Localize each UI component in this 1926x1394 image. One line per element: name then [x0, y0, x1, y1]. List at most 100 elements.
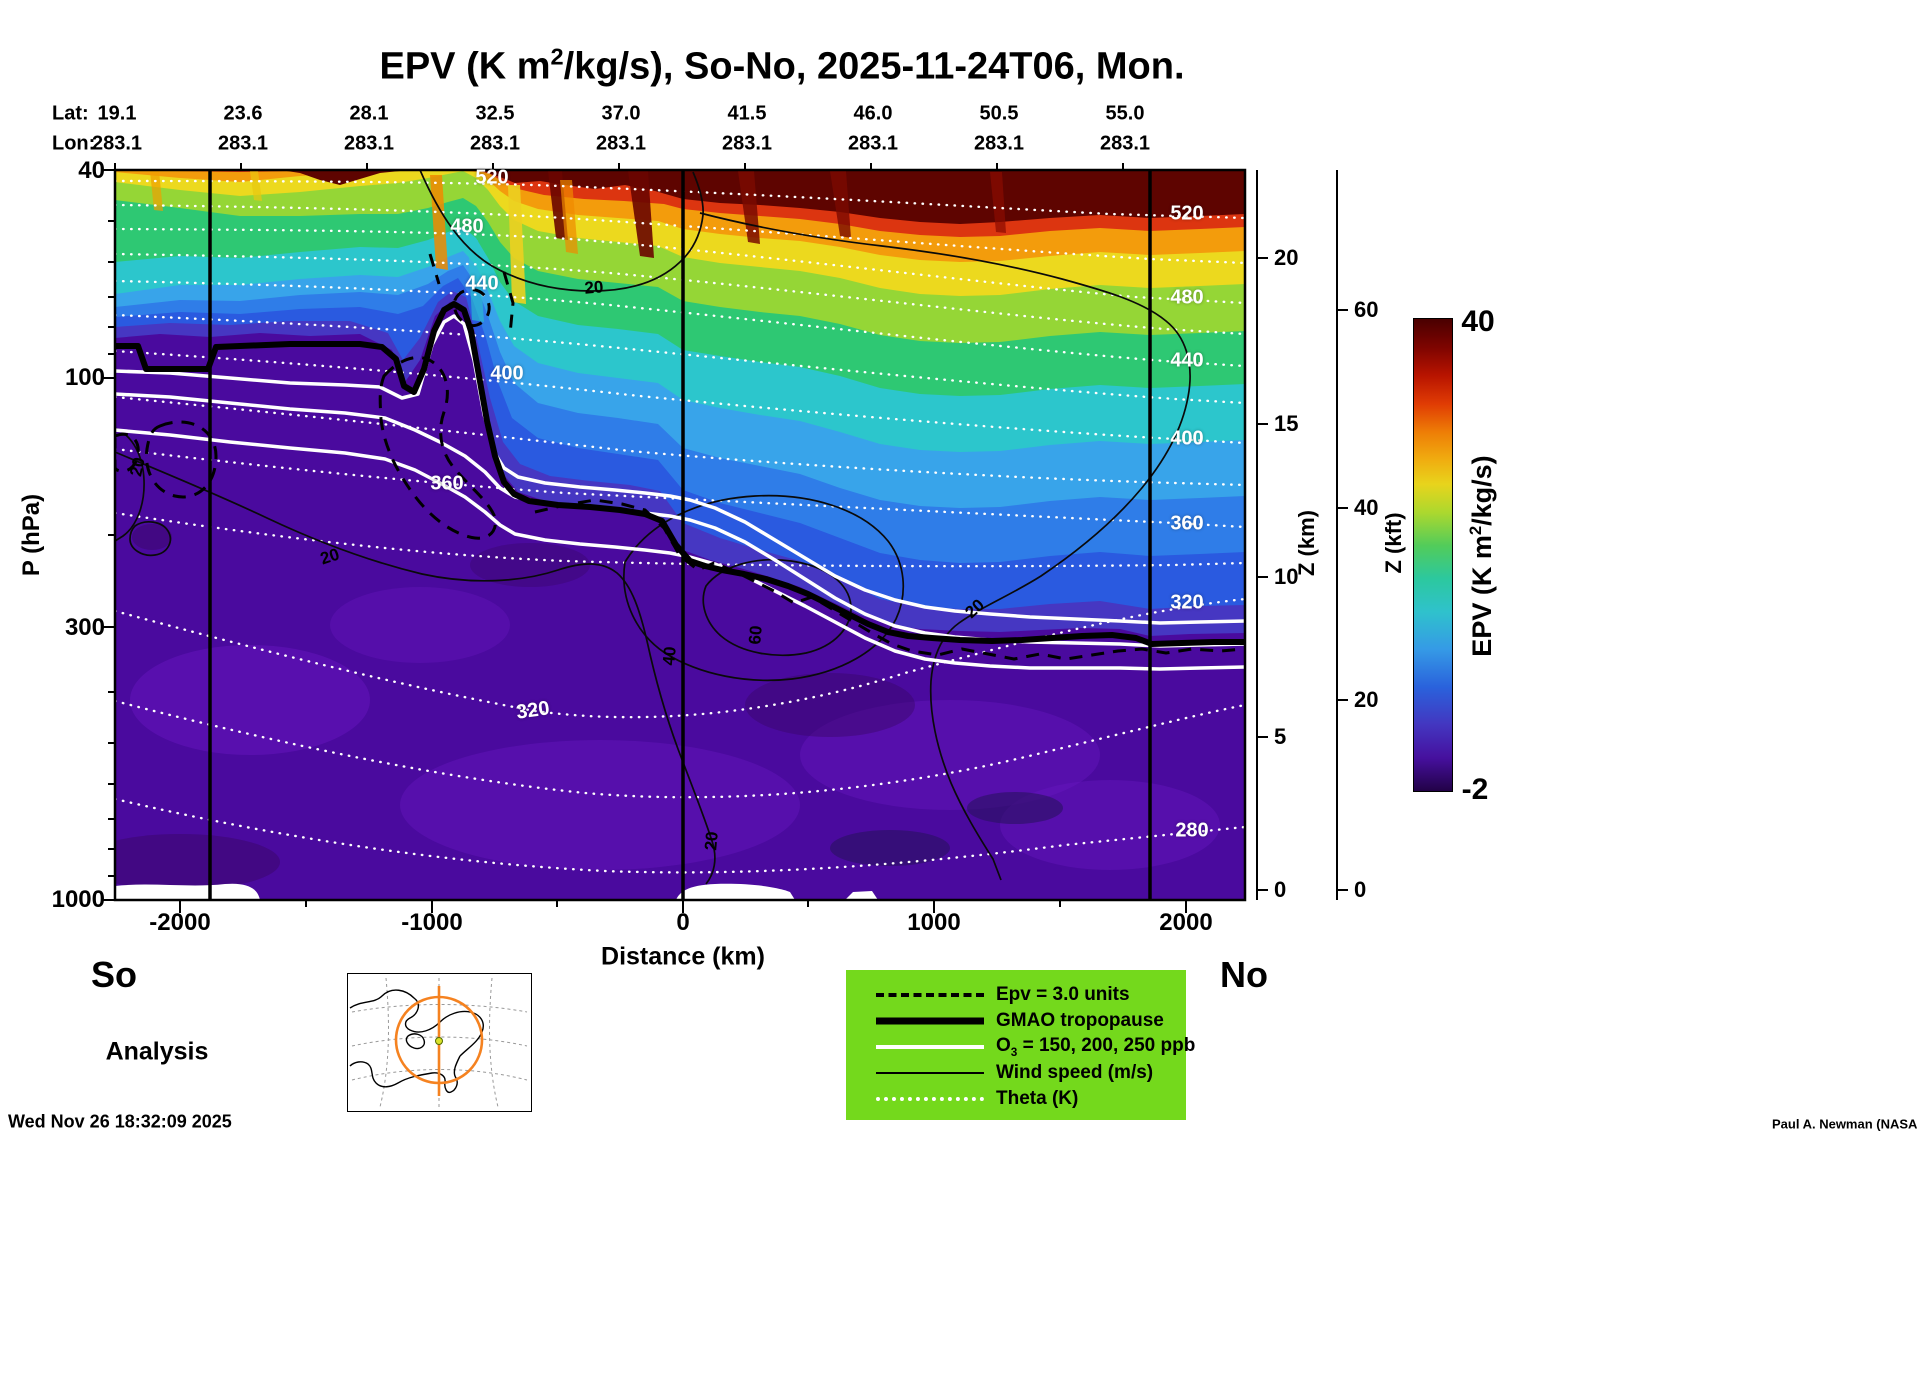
z-kft-axis-label: Z (kft) — [1381, 512, 1406, 574]
thick-line-sample — [876, 1017, 984, 1025]
endpoint-south-label: So — [90, 954, 138, 995]
creation-timestamp: Wed Nov 26 18:32:09 2025 — [8, 1111, 232, 1132]
z-km-tick-10: 10 — [1274, 564, 1299, 589]
colorbar-label-sup: 2 — [1466, 525, 1485, 536]
lon-value-4: 283.1 — [595, 132, 647, 155]
pressure-axis-label: P (hPa) — [18, 493, 45, 577]
z-kft-axis — [1336, 170, 1348, 900]
epv-fill-bands — [115, 170, 1245, 900]
lon-value-7: 283.1 — [973, 132, 1025, 155]
band-maroon — [115, 170, 1245, 224]
z-km-axis — [1256, 170, 1268, 900]
lat-value-8: 55.0 — [1105, 102, 1145, 125]
pressure-tick-300: 300 — [64, 614, 105, 641]
plot-title: EPV (K m2/kg/s), So-No, 2025-11-24T06, M… — [379, 44, 1184, 89]
z-kft-tick-60: 60 — [1354, 297, 1379, 322]
legend-label-ozone-post: = 150, 200, 250 ppb — [1017, 1035, 1196, 1057]
wind-label-60: 60 — [745, 624, 766, 646]
z-kft-tick-0: 0 — [1354, 877, 1367, 902]
lon-row-label: Lon: — [52, 132, 96, 155]
lon-value-8: 283.1 — [1099, 132, 1151, 155]
colorbar-label-post: /kg/s) — [1467, 455, 1497, 526]
z-km-tick-20: 20 — [1274, 245, 1299, 270]
x-tick-0: 0 — [676, 909, 690, 936]
lon-value-1: 283.1 — [217, 132, 269, 155]
x-tick-m2000: -2000 — [149, 909, 211, 936]
vertical-reference-lines — [208, 170, 1152, 900]
axis-ticks — [103, 163, 1187, 913]
troposphere-texture — [115, 524, 1220, 890]
lat-row-label: Lat: — [52, 102, 89, 125]
theta-label-320-mid: 320 — [514, 697, 551, 724]
colorbar-label-pre: EPV (K m — [1467, 535, 1497, 657]
lon-value-2: 283.1 — [343, 132, 395, 155]
theta-label-440-right: 440 — [1170, 349, 1204, 372]
lat-value-0: 19.1 — [97, 102, 137, 125]
plot-title-pre: EPV (K m — [379, 45, 551, 88]
legend-item-wind: Wind speed (m/s) — [846, 1060, 1186, 1086]
wind-label-20-e: 20 — [701, 830, 722, 852]
x-tick-m1000: -1000 — [401, 909, 463, 936]
endpoint-north-label: No — [1220, 954, 1268, 995]
plot-title-sup: 2 — [550, 43, 564, 70]
legend-item-epv3: Epv = 3.0 units — [846, 982, 1186, 1008]
theta-label-480-mid: 480 — [450, 215, 484, 238]
pressure-tick-40: 40 — [78, 157, 105, 184]
lat-value-6: 46.0 — [853, 102, 893, 125]
theta-contours — [115, 179, 1245, 874]
lon-value-5: 283.1 — [721, 132, 773, 155]
theta-label-400-right: 400 — [1170, 427, 1204, 450]
theta-label-360-right: 360 — [1170, 512, 1204, 535]
wind-label-20-a: 20 — [583, 277, 605, 298]
dashed-line-sample — [876, 993, 984, 997]
wind-label-40: 40 — [659, 645, 680, 667]
legend-item-ozone: O3 = 150, 200, 250 ppb — [846, 1034, 1195, 1060]
theta-label-320-right: 320 — [1170, 591, 1204, 614]
distance-axis-label: Distance (km) — [601, 942, 765, 971]
theta-label-480-right: 480 — [1170, 286, 1204, 309]
lon-value-3: 283.1 — [469, 132, 521, 155]
lon-value-0: 283.1 — [91, 132, 143, 155]
theta-label-400-mid: 400 — [490, 362, 524, 385]
epv-streaks — [150, 171, 1006, 322]
legend-label-ozone-pre: O — [996, 1035, 1011, 1057]
z-km-tick-0: 0 — [1274, 877, 1287, 902]
tropopause-line — [115, 301, 1245, 647]
lat-value-1: 23.6 — [223, 102, 263, 125]
theta-label-440-mid: 440 — [465, 272, 499, 295]
track-center-marker — [435, 1037, 443, 1045]
credit-label: Paul A. Newman (NASA — [1772, 1116, 1918, 1132]
x-tick-2000: 2000 — [1159, 909, 1213, 936]
wind-label-20-b: 20 — [126, 455, 149, 479]
map-inset — [347, 973, 532, 1112]
cross-section-track — [394, 986, 484, 1096]
dotted-line-sample — [876, 1097, 984, 1101]
colorbar — [1413, 318, 1453, 792]
theta-label-280-right: 280 — [1175, 819, 1209, 842]
legend-item-theta: Theta (K) — [846, 1086, 1186, 1112]
legend-label-wind: Wind speed (m/s) — [996, 1062, 1154, 1083]
colorbar-label: EPV (K m2/kg/s) — [1466, 455, 1498, 656]
x-tick-1000: 1000 — [907, 909, 961, 936]
colorbar-min: -2 — [1461, 773, 1489, 806]
pressure-tick-100: 100 — [64, 364, 105, 391]
lat-value-5: 41.5 — [727, 102, 767, 125]
lat-value-2: 28.1 — [349, 102, 389, 125]
lon-value-6: 283.1 — [847, 132, 899, 155]
theta-label-360-mid: 360 — [430, 472, 464, 495]
legend-label-theta: Theta (K) — [996, 1088, 1079, 1109]
analysis-label: Analysis — [105, 1037, 209, 1066]
colorbar-max: 40 — [1461, 305, 1495, 338]
theta-label-520-mid: 520 — [475, 166, 509, 189]
map-coastline — [349, 989, 484, 1094]
epv3-contours — [115, 253, 1245, 661]
z-km-tick-15: 15 — [1274, 411, 1299, 436]
legend-item-tropopause: GMAO tropopause — [846, 1008, 1186, 1034]
z-km-tick-5: 5 — [1274, 724, 1287, 749]
thin-line-sample — [876, 1072, 984, 1074]
legend: Epv = 3.0 units GMAO tropopause O3 = 150… — [846, 970, 1195, 1120]
theta-label-520-right: 520 — [1170, 202, 1204, 225]
z-km-axis-label: Z (km) — [1294, 510, 1319, 576]
